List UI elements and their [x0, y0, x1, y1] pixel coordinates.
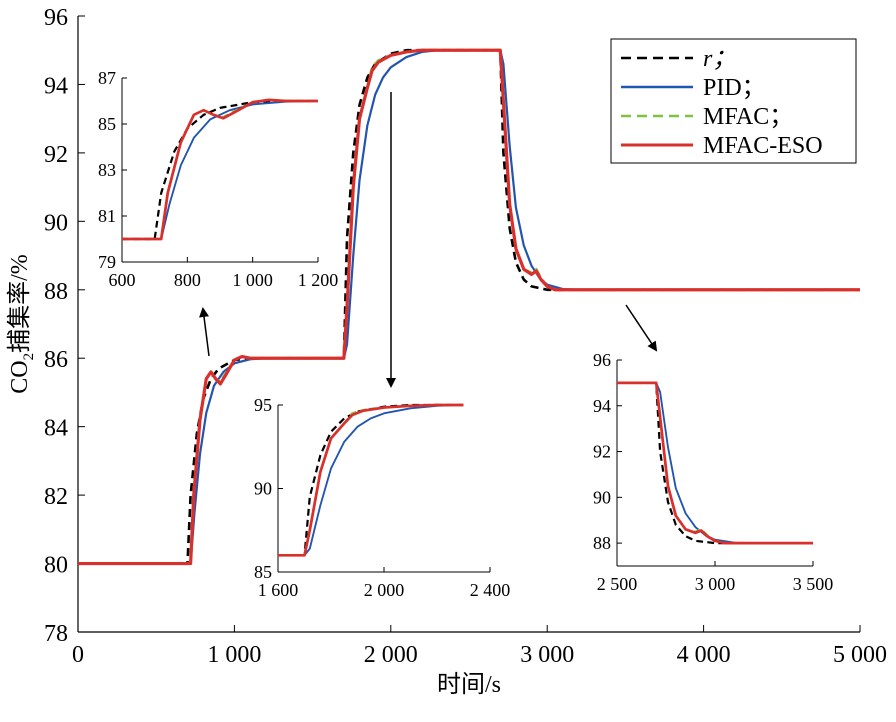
main-axes: 0 1 000 2 000 3 000 4 000 5 000 78 80 82 84 86 88 90…	[6, 5, 887, 698]
inset-y-tick-label: 88	[593, 533, 611, 553]
inset-y-tick-label: 83	[98, 160, 116, 180]
y-tick-label: 94	[44, 73, 68, 99]
inset-1-series-0	[122, 99, 318, 241]
inset-x-tick-label: 3 000	[695, 574, 736, 594]
y-tick-label: 92	[44, 142, 68, 168]
inset-1-series-1	[122, 100, 319, 240]
inset-x-tick-label: 1 000	[232, 270, 273, 290]
y-tick-label: 96	[44, 5, 68, 31]
inset-x-tick-label: 1 200	[298, 270, 339, 290]
y-axis-title: CO2捕集率/%	[6, 254, 37, 394]
inset-x-tick-label: 600	[109, 270, 136, 290]
x-tick-label: 1 000	[207, 642, 261, 668]
zoom-arrow-3	[625, 304, 658, 352]
inset-y-tick-label: 92	[593, 442, 611, 462]
inset-background	[278, 401, 494, 572]
inset-3-series-0	[617, 381, 813, 545]
x-tick-label: 4 000	[677, 642, 731, 668]
inset-y-tick-label: 96	[593, 350, 611, 370]
inset-1-series-3	[122, 98, 318, 241]
inset-2-series-1	[278, 404, 464, 557]
y-tick-label: 90	[44, 210, 68, 236]
main-series-3	[78, 48, 860, 566]
inset-y-tick-label: 79	[98, 252, 116, 272]
inset-y-tick-label: 85	[98, 114, 116, 134]
legend-label-3: MFAC-ESO	[703, 133, 823, 159]
y-tick-label: 84	[44, 416, 68, 442]
y-tick-label: 86	[44, 347, 68, 373]
inset-x-tick-label: 2 400	[470, 580, 511, 600]
y-tick-label: 88	[44, 279, 68, 305]
x-axis-title: 时间/s	[437, 671, 501, 698]
inset-2-series-3	[278, 403, 464, 557]
inset-2-series-0	[278, 403, 464, 557]
x-tick-label: 5 000	[833, 642, 887, 668]
inset-background	[617, 356, 817, 566]
inset-y-tick-label: 95	[254, 395, 272, 415]
inset-1: 600 800 1 000 1 200 79 81 83 85 87	[98, 68, 338, 290]
zoom-arrow-1	[199, 307, 210, 357]
inset-x-tick-label: 800	[174, 270, 201, 290]
inset-y-tick-label: 90	[593, 487, 611, 507]
x-tick-label: 0	[72, 642, 84, 668]
legend-label-1: PID；	[703, 75, 766, 101]
inset-2: 1 600 2 000 2 400 85 90 95	[254, 395, 510, 600]
y-tick-label: 82	[44, 484, 68, 510]
inset-y-tick-label: 94	[593, 396, 611, 416]
inset-3-series-3	[617, 381, 813, 545]
inset-background	[122, 74, 322, 262]
inset-x-tick-label: 2 500	[597, 574, 638, 594]
legend: r； PID； MFAC； MFAC-ESO	[610, 38, 857, 164]
inset-y-tick-label: 87	[98, 68, 116, 88]
inset-x-tick-label: 2 000	[364, 580, 405, 600]
inset-x-tick-label: 1 600	[258, 580, 299, 600]
inset-y-tick-label: 85	[254, 562, 272, 582]
inset-x-tick-label: 3 500	[793, 574, 834, 594]
inset-y-tick-label: 81	[98, 206, 116, 226]
y-tick-label: 78	[44, 621, 68, 647]
legend-label-0: r；	[703, 46, 736, 72]
legend-label-2: MFAC；	[703, 104, 793, 130]
x-tick-label: 2 000	[364, 642, 418, 668]
legend-box	[610, 38, 857, 164]
main-series-1	[78, 49, 860, 565]
inset-y-tick-label: 90	[254, 479, 272, 499]
y-tick-label: 80	[44, 553, 68, 579]
x-tick-label: 3 000	[520, 642, 574, 668]
inset-3: 2 500 3 000 3 500 88 90 92 94 96	[593, 350, 833, 594]
